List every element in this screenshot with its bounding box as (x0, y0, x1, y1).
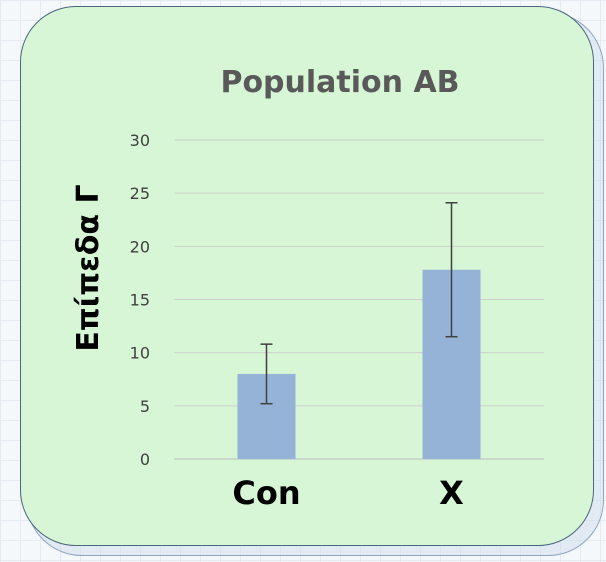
y-tick-label: 20 (130, 237, 150, 256)
y-tick-label: 10 (130, 344, 150, 363)
gridlines (174, 139, 544, 460)
x-category-label: X (439, 474, 464, 512)
y-tick-label: 15 (130, 291, 150, 310)
chart-card (20, 6, 594, 546)
y-tick-labels: 0 5 10 15 20 25 30 (130, 131, 150, 469)
y-tick-label: 5 (140, 397, 150, 416)
y-tick-label: 0 (140, 450, 150, 469)
bars (237, 269, 481, 459)
x-category-labels: Con X (232, 474, 464, 512)
y-tick-label: 25 (130, 184, 150, 203)
chart-title: Population AB (220, 65, 459, 100)
y-axis-title: Επίπεδα Γ (71, 184, 106, 351)
y-tick-label: 30 (130, 131, 150, 150)
x-category-label: Con (232, 474, 300, 512)
bar-chart: Population AB Επίπεδα Γ 0 5 10 15 20 25 30 Con… (71, 65, 544, 512)
error-bars (260, 201, 458, 405)
